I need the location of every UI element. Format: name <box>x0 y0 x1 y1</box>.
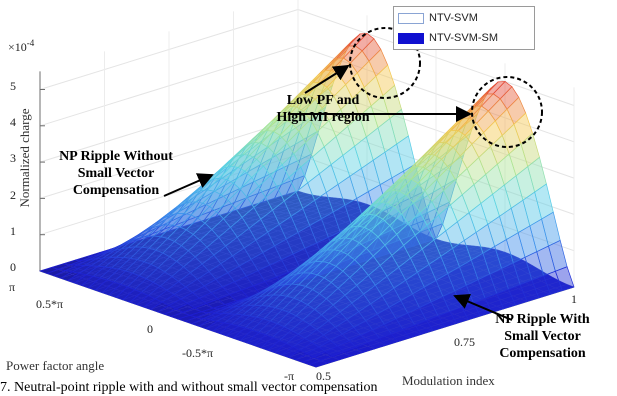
annotation-line: Small Vector <box>504 329 581 344</box>
annotation-line: NP Ripple With <box>495 312 590 327</box>
legend-label: NTV-SVM <box>429 12 478 24</box>
y-tick: 0 <box>147 322 153 336</box>
y-tick: -0.5*π <box>182 346 214 360</box>
annotation-line: Small Vector <box>77 166 155 181</box>
legend-label: NTV-SVM-SM <box>429 32 499 44</box>
legend: NTV-SVM NTV-SVM-SM <box>393 6 535 50</box>
x-axis-label: Modulation index <box>402 373 495 388</box>
annotation-line: Compensation <box>72 183 160 198</box>
arrow <box>304 64 350 94</box>
legend-item-ntv-svm: NTV-SVM <box>398 10 478 26</box>
annotation-line: Low PF and <box>286 93 360 108</box>
highlight-circle <box>471 76 543 148</box>
y-tick: π <box>9 280 16 294</box>
annotation-marks <box>163 27 543 321</box>
annotation-with-comp: NP Ripple With Small Vector Compensation <box>470 311 615 362</box>
x-tick: 0.75 <box>454 335 475 349</box>
arrow <box>163 173 214 197</box>
legend-swatch-mesh <box>398 12 424 24</box>
arrow <box>453 294 513 321</box>
z-tick: 0 <box>10 260 16 274</box>
y-tick: 0.5*π <box>36 297 64 311</box>
legend-item-ntv-svm-sm: NTV-SVM-SM <box>398 30 498 46</box>
z-axis-label: Normalized charge <box>17 108 32 208</box>
annotation-line: High MI region <box>276 110 370 125</box>
mesh-facet <box>308 359 329 368</box>
highlight-circle <box>349 27 421 99</box>
legend-swatch-solid <box>398 32 424 44</box>
z-tick: 2 <box>10 188 16 202</box>
z-exponent: ×10-4 <box>8 38 35 54</box>
z-tick: 4 <box>10 115 16 129</box>
x-tick: 0.5 <box>316 369 331 383</box>
annotation-line: NP Ripple Without <box>59 149 173 164</box>
series-ntv-svm <box>38 33 575 368</box>
x-tick: 1 <box>571 292 577 306</box>
z-tick: 1 <box>10 224 16 238</box>
z-tick: 3 <box>10 151 16 165</box>
y-tick: -π <box>284 369 295 383</box>
annotation-line: Compensation <box>499 346 586 361</box>
annotation-low-pf: Low PF and High MI region <box>258 92 388 126</box>
z-tick: 5 <box>10 79 16 93</box>
annotation-without-comp: NP Ripple Without Small Vector Compensat… <box>36 148 196 199</box>
y-axis-label: Power factor angle <box>6 358 105 373</box>
figure-caption: 7. Neutral-point ripple with and without… <box>0 380 378 395</box>
